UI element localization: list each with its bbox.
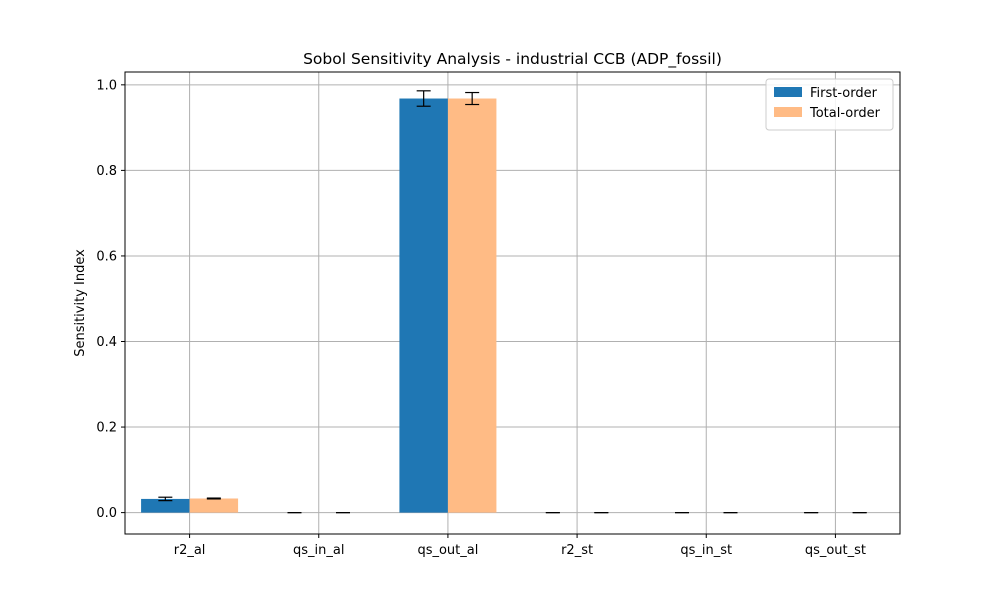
y-tick-label: 0.2 (96, 421, 117, 436)
chart-title: Sobol Sensitivity Analysis - industrial … (303, 50, 722, 69)
y-tick-label: 0.8 (96, 164, 117, 179)
bar (141, 498, 190, 513)
legend-label: First-order (810, 86, 878, 101)
bar (189, 498, 239, 513)
x-tick-label: qs_out_al (417, 543, 478, 558)
legend-swatch (774, 87, 802, 97)
y-axis-title: Sensitivity Index (73, 249, 88, 357)
y-tick-label: 0.0 (96, 506, 117, 521)
legend-label: Total-order (809, 106, 881, 121)
y-tick-label: 1.0 (96, 78, 117, 93)
legend: First-order Total-order (765, 78, 894, 131)
x-tick-label: qs_in_al (293, 543, 344, 558)
x-tick-label: r2_al (174, 543, 206, 558)
legend-swatch (774, 107, 802, 117)
bars (141, 98, 497, 513)
error-bars (158, 90, 867, 514)
y-tick-label: 0.4 (96, 335, 117, 350)
x-tick-label: qs_out_st (805, 543, 866, 558)
bar (447, 98, 497, 513)
x-tick-label: r2_st (561, 543, 593, 558)
axis-ticks: 0.0 0.2 0.4 0.6 0.8 1.0 r2_al qs_in_al qs_out_al… (96, 78, 866, 558)
y-tick-label: 0.6 (96, 249, 117, 264)
bar (399, 98, 448, 513)
x-tick-label: qs_in_st (680, 543, 732, 558)
plot-area-frame (124, 71, 901, 535)
